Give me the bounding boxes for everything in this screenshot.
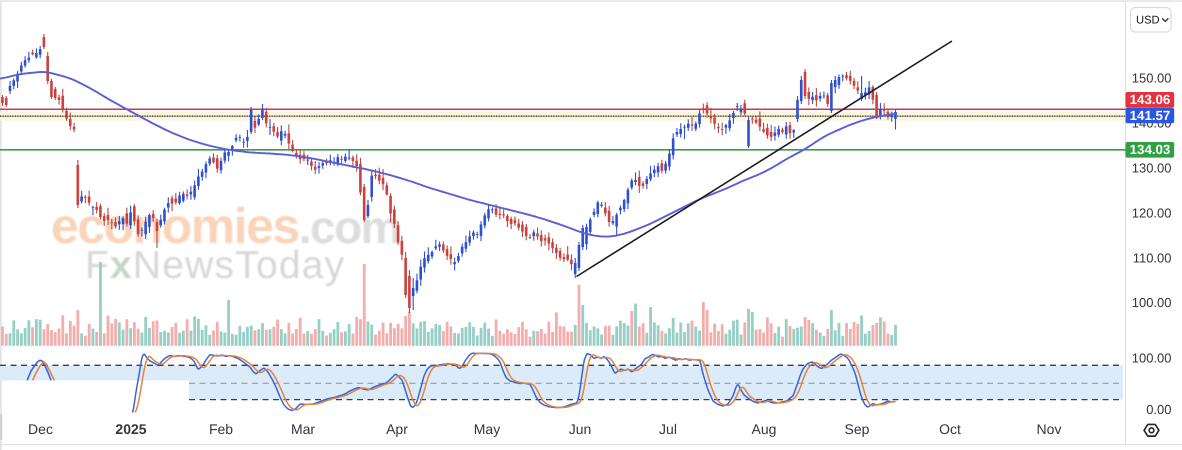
svg-text:FxNewsToday: FxNewsToday <box>85 244 345 287</box>
svg-text:Aug: Aug <box>752 421 777 437</box>
svg-text:120.00: 120.00 <box>1132 205 1172 220</box>
svg-text:143.06: 143.06 <box>1130 92 1171 107</box>
svg-text:2025: 2025 <box>115 421 146 437</box>
svg-text:Oct: Oct <box>939 421 961 437</box>
svg-text:Apr: Apr <box>386 421 408 437</box>
svg-text:economies.com: economies.com <box>51 198 400 254</box>
svg-text:141.57: 141.57 <box>1130 108 1171 123</box>
svg-text:Jun: Jun <box>569 421 592 437</box>
svg-text:150.00: 150.00 <box>1132 71 1172 86</box>
svg-text:Sep: Sep <box>845 421 870 437</box>
svg-text:110.00: 110.00 <box>1133 250 1172 265</box>
svg-text:100.00: 100.00 <box>1132 351 1172 366</box>
svg-text:Dec: Dec <box>28 421 53 437</box>
svg-text:Jul: Jul <box>659 421 677 437</box>
svg-text:130.00: 130.00 <box>1132 161 1172 176</box>
svg-text:Nov: Nov <box>1037 421 1062 437</box>
svg-text:Feb: Feb <box>209 421 233 437</box>
svg-text:0.00: 0.00 <box>1146 402 1171 417</box>
svg-text:USD: USD <box>1136 15 1160 27</box>
svg-text:May: May <box>474 421 500 437</box>
svg-text:100.00: 100.00 <box>1132 295 1172 310</box>
svg-text:Mar: Mar <box>291 421 315 437</box>
svg-text:134.03: 134.03 <box>1130 142 1171 157</box>
